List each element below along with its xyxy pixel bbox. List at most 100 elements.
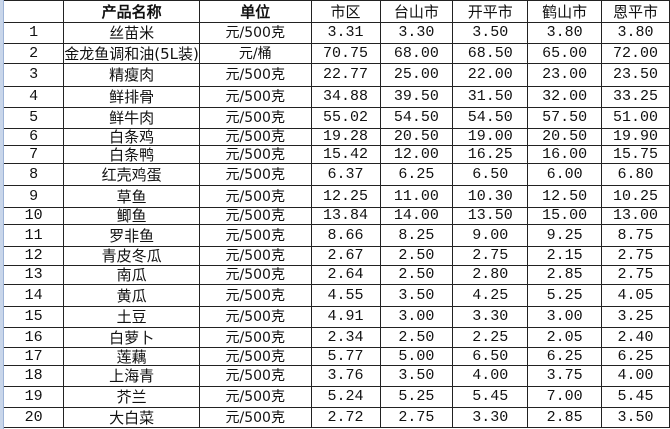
price-cell[interactable]: 2.40: [601, 327, 670, 348]
price-cell[interactable]: 72.00: [601, 43, 670, 64]
product-name-cell[interactable]: 大白菜: [63, 407, 200, 428]
price-cell[interactable]: 2.85: [527, 407, 603, 428]
row-number[interactable]: 5: [4, 107, 65, 129]
price-cell[interactable]: 9.00: [452, 224, 529, 247]
price-cell[interactable]: 20.50: [527, 128, 603, 146]
header-city[interactable]: 鹤山市: [527, 0, 603, 23]
row-number[interactable]: 17: [4, 347, 65, 366]
header-unit[interactable]: 单位: [198, 0, 312, 23]
price-cell[interactable]: 3.31: [310, 22, 381, 44]
price-cell[interactable]: 3.50: [452, 22, 529, 44]
price-cell[interactable]: 2.34: [310, 327, 381, 348]
price-cell[interactable]: 3.00: [527, 306, 603, 328]
price-cell[interactable]: 15.42: [310, 145, 381, 164]
price-cell[interactable]: 33.25: [601, 86, 670, 108]
price-cell[interactable]: 13.00: [601, 207, 670, 225]
unit-cell[interactable]: 元/500克: [198, 107, 312, 129]
price-cell[interactable]: 2.67: [310, 246, 381, 266]
header-name[interactable]: 产品名称: [63, 0, 200, 23]
price-cell[interactable]: 2.50: [379, 246, 454, 266]
price-cell[interactable]: 2.25: [452, 327, 529, 348]
product-name-cell[interactable]: 黄瓜: [63, 284, 200, 307]
row-number[interactable]: 9: [4, 185, 65, 208]
row-number[interactable]: 10: [4, 207, 65, 225]
price-cell[interactable]: 57.50: [527, 107, 603, 129]
price-cell[interactable]: 23.50: [601, 63, 670, 87]
price-cell[interactable]: 19.00: [452, 128, 529, 146]
price-cell[interactable]: 5.25: [379, 386, 454, 408]
row-number[interactable]: 14: [4, 284, 65, 307]
price-cell[interactable]: 3.30: [452, 407, 529, 428]
price-cell[interactable]: 3.50: [601, 407, 670, 428]
row-number[interactable]: 3: [4, 63, 65, 87]
unit-cell[interactable]: 元/500克: [198, 145, 312, 164]
header-city[interactable]: 台山市: [379, 0, 454, 23]
price-cell[interactable]: 68.00: [379, 43, 454, 64]
row-number[interactable]: 12: [4, 246, 65, 266]
row-number[interactable]: 11: [4, 224, 65, 247]
price-cell[interactable]: 15.00: [527, 207, 603, 225]
price-cell[interactable]: 2.15: [527, 246, 603, 266]
row-number[interactable]: 15: [4, 306, 65, 328]
unit-cell[interactable]: 元/500克: [198, 407, 312, 428]
price-cell[interactable]: 70.75: [310, 43, 381, 64]
price-cell[interactable]: 5.00: [379, 347, 454, 366]
price-cell[interactable]: 6.50: [452, 347, 529, 366]
price-cell[interactable]: 3.30: [379, 22, 454, 44]
price-cell[interactable]: 3.76: [310, 365, 381, 387]
price-cell[interactable]: 4.55: [310, 284, 381, 307]
unit-cell[interactable]: 元/500克: [198, 22, 312, 44]
product-name-cell[interactable]: 土豆: [63, 306, 200, 328]
header-city[interactable]: 市区: [310, 0, 381, 23]
price-cell[interactable]: 8.25: [379, 224, 454, 247]
unit-cell[interactable]: 元/500克: [198, 246, 312, 266]
row-number[interactable]: 2: [4, 43, 65, 64]
price-cell[interactable]: 19.28: [310, 128, 381, 146]
price-cell[interactable]: 2.50: [379, 265, 454, 285]
product-name-cell[interactable]: 鲜牛肉: [63, 107, 200, 129]
price-cell[interactable]: 15.75: [601, 145, 670, 164]
product-name-cell[interactable]: 罗非鱼: [63, 224, 200, 247]
price-cell[interactable]: 3.25: [601, 306, 670, 328]
price-cell[interactable]: 11.00: [379, 185, 454, 208]
row-number[interactable]: 13: [4, 265, 65, 285]
price-cell[interactable]: 68.50: [452, 43, 529, 64]
price-cell[interactable]: 10.25: [601, 185, 670, 208]
header-city[interactable]: 恩平市: [601, 0, 670, 23]
product-name-cell[interactable]: 精瘦肉: [63, 63, 200, 87]
price-cell[interactable]: 55.02: [310, 107, 381, 129]
price-cell[interactable]: 54.50: [452, 107, 529, 129]
unit-cell[interactable]: 元/桶: [198, 43, 312, 64]
price-cell[interactable]: 4.00: [601, 365, 670, 387]
price-cell[interactable]: 51.00: [601, 107, 670, 129]
price-cell[interactable]: 5.45: [452, 386, 529, 408]
row-number[interactable]: 8: [4, 163, 65, 186]
price-cell[interactable]: 54.50: [379, 107, 454, 129]
product-name-cell[interactable]: 草鱼: [63, 185, 200, 208]
product-name-cell[interactable]: 芥兰: [63, 386, 200, 408]
price-cell[interactable]: 2.75: [601, 246, 670, 266]
unit-cell[interactable]: 元/500克: [198, 163, 312, 186]
price-cell[interactable]: 3.00: [379, 306, 454, 328]
price-cell[interactable]: 2.50: [379, 327, 454, 348]
price-cell[interactable]: 22.00: [452, 63, 529, 87]
price-cell[interactable]: 23.00: [527, 63, 603, 87]
price-cell[interactable]: 6.50: [452, 163, 529, 186]
price-cell[interactable]: 2.75: [601, 265, 670, 285]
price-cell[interactable]: 4.25: [452, 284, 529, 307]
price-cell[interactable]: 6.25: [379, 163, 454, 186]
price-cell[interactable]: 65.00: [527, 43, 603, 64]
price-cell[interactable]: 3.80: [601, 22, 670, 44]
price-cell[interactable]: 5.25: [527, 284, 603, 307]
row-number[interactable]: 16: [4, 327, 65, 348]
unit-cell[interactable]: 元/500克: [198, 207, 312, 225]
unit-cell[interactable]: 元/500克: [198, 265, 312, 285]
price-cell[interactable]: 2.75: [379, 407, 454, 428]
unit-cell[interactable]: 元/500克: [198, 327, 312, 348]
price-cell[interactable]: 6.00: [527, 163, 603, 186]
row-number[interactable]: 1: [4, 22, 65, 44]
unit-cell[interactable]: 元/500克: [198, 365, 312, 387]
price-cell[interactable]: 2.72: [310, 407, 381, 428]
price-cell[interactable]: 34.88: [310, 86, 381, 108]
product-name-cell[interactable]: 白条鸭: [63, 145, 200, 164]
